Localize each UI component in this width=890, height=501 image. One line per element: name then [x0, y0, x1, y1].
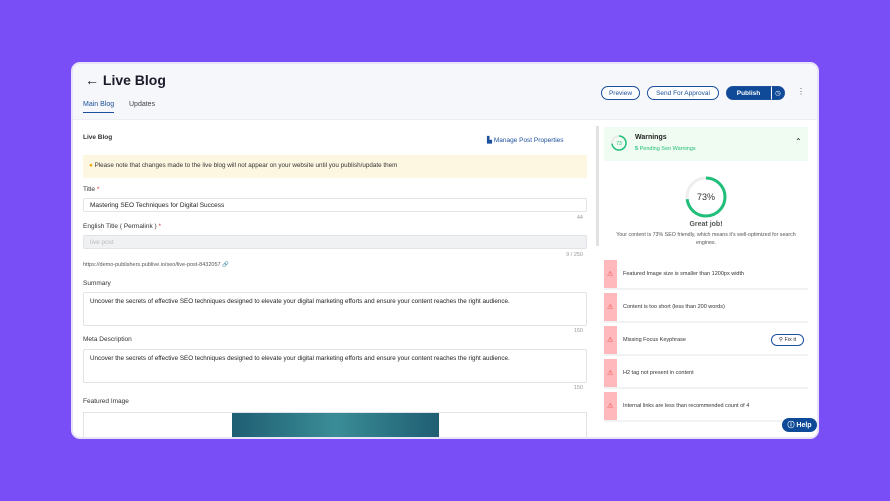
- summary-label: Summary: [83, 280, 111, 287]
- back-arrow-icon[interactable]: ←: [85, 72, 99, 88]
- warnings-title: Warnings: [635, 134, 667, 141]
- featured-image: [232, 413, 439, 437]
- meta-count: 150: [573, 385, 583, 391]
- warning-bar: ⚠: [604, 392, 617, 420]
- help-button[interactable]: ⓘ Help: [782, 418, 817, 432]
- page-header: ← Live Blog Main Blog Updates Preview Se…: [73, 64, 817, 120]
- warning-triangle-icon: ⚠: [607, 337, 614, 344]
- svg-text:73%: 73%: [697, 192, 715, 202]
- great-job-text: Great job!: [689, 221, 723, 228]
- permalink-label-text: English Title ( Permalink ): [83, 223, 157, 230]
- notice-banner: ● Please note that changes made to the l…: [83, 155, 587, 178]
- warnings-header[interactable]: 73 Warnings 5 Pending Seo Warnings ⌃: [604, 127, 808, 161]
- warning-triangle-icon: ⚠: [607, 271, 614, 278]
- warning-bar: ⚠: [604, 359, 617, 387]
- warning-text: Missing Focus Keyphrase: [623, 337, 686, 343]
- seo-description: Your content is 73% SEO friendly, which …: [616, 232, 796, 246]
- pending-count: 5: [635, 146, 639, 152]
- help-label: Help: [796, 421, 812, 429]
- pending-warnings: 5 Pending Seo Warnings: [635, 146, 696, 152]
- title-text: Live Blog: [102, 72, 166, 88]
- more-kebab-icon[interactable]: ⋮: [797, 87, 805, 96]
- title-label-text: Title: [83, 186, 96, 193]
- preview-button[interactable]: Preview: [601, 86, 640, 100]
- permalink-label: English Title ( Permalink ) *: [83, 223, 162, 230]
- svg-text:73: 73: [616, 141, 622, 147]
- fix-label: Fix it: [784, 337, 797, 343]
- send-for-approval-button[interactable]: Send For Approval: [647, 86, 719, 100]
- tab-updates[interactable]: Updates: [129, 101, 156, 108]
- section-title: Live Blog: [83, 134, 113, 141]
- page-title: ← Live Blog: [85, 72, 166, 88]
- permalink-input[interactable]: live post: [83, 235, 587, 249]
- meta-description-label: Meta Description: [83, 336, 132, 343]
- document-icon: ▙: [487, 137, 492, 144]
- title-input[interactable]: Mastering SEO Techniques for Digital Suc…: [83, 198, 587, 212]
- warning-text: H2 tag not present in content: [623, 370, 694, 376]
- help-icon: ⓘ: [787, 422, 795, 429]
- scrollbar[interactable]: [596, 126, 599, 246]
- warning-item: ⚠ Internal links are less than recommende…: [604, 392, 808, 422]
- warning-triangle-icon: ⚠: [607, 304, 614, 311]
- score-ring-large: 73%: [685, 176, 727, 218]
- warning-item: ⚠ Content is too short (less than 200 wor…: [604, 293, 808, 323]
- schedule-clock-icon[interactable]: ◷: [771, 86, 785, 100]
- publish-button[interactable]: Publish: [726, 86, 771, 100]
- meta-description-textarea[interactable]: Uncover the secrets of effective SEO tec…: [83, 349, 587, 383]
- warning-item: ⚠ Featured Image size is smaller than 120…: [604, 260, 808, 290]
- permalink-count: 9 / 250: [566, 252, 583, 258]
- tab-main-blog[interactable]: Main Blog: [83, 101, 115, 113]
- wand-icon: ⚲: [778, 337, 783, 343]
- chevron-up-icon[interactable]: ⌃: [795, 137, 802, 146]
- pending-text: Pending Seo Warnings: [639, 146, 696, 152]
- warning-item: ⚠ Missing Focus Keyphrase ⚲ Fix it: [604, 326, 808, 356]
- fix-it-button[interactable]: ⚲ Fix it: [771, 334, 804, 346]
- warning-bar: ⚠: [604, 293, 617, 321]
- warning-text: Content is too short (less than 200 word…: [623, 304, 725, 310]
- permalink-url: https://demo-publishers.publive.io/seo/l…: [83, 262, 229, 268]
- warning-bar: ⚠: [604, 260, 617, 288]
- manage-post-properties-link[interactable]: ▙ Manage Post Properties: [487, 136, 564, 144]
- link-icon[interactable]: 🔗: [222, 262, 229, 268]
- score-ring-small: 73: [611, 135, 627, 151]
- notice-text: Please note that changes made to the liv…: [94, 162, 398, 169]
- warning-text: Internal links are less than recommended…: [623, 403, 750, 409]
- warning-item: ⚠ H2 tag not present in content: [604, 359, 808, 389]
- featured-image-box[interactable]: [83, 412, 587, 437]
- summary-textarea[interactable]: Uncover the secrets of effective SEO tec…: [83, 292, 587, 326]
- manage-label: Manage Post Properties: [493, 137, 564, 144]
- title-count: 44: [576, 215, 583, 221]
- warning-triangle-icon: ⚠: [607, 403, 614, 410]
- info-icon: ●: [89, 162, 93, 169]
- warning-bar: ⚠: [604, 326, 617, 354]
- editor-window: ← Live Blog Main Blog Updates Preview Se…: [71, 62, 819, 439]
- warning-triangle-icon: ⚠: [607, 370, 614, 377]
- url-text[interactable]: https://demo-publishers.publive.io/seo/l…: [83, 262, 221, 268]
- title-label: Title *: [83, 186, 100, 193]
- warning-text: Featured Image size is smaller than 1200…: [623, 271, 745, 277]
- featured-image-label: Featured Image: [83, 398, 129, 405]
- summary-count: 150: [573, 328, 583, 334]
